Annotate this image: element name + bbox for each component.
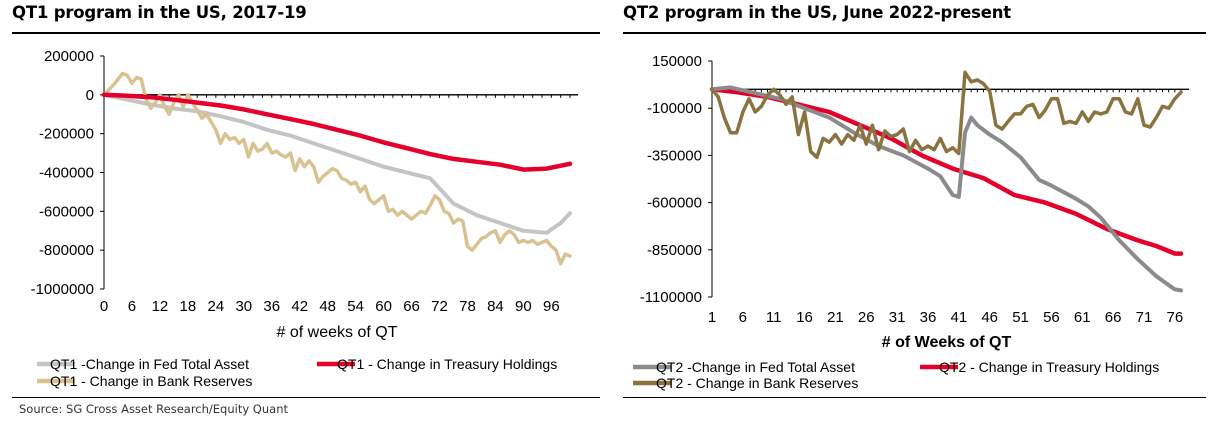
x-tick-label: 30	[235, 298, 252, 315]
y-tick-label: -400000	[39, 165, 94, 182]
chart-panel-qt1: QT1 program in the US, 2017-19 200000 0 -2…	[12, 0, 600, 400]
x-tick-label: 21	[827, 309, 844, 326]
x-tick-label: 36	[920, 309, 937, 326]
x-tick-label: 48	[319, 298, 336, 315]
source-note: Source: SG Cross Asset Research/Equity Q…	[19, 402, 288, 416]
legend-label: QT2 -Change in Fed Total Asset	[656, 359, 855, 375]
legend-label: QT1 - Change in Treasury Holdings	[337, 356, 557, 372]
x-tick-label: 54	[347, 298, 364, 315]
x-tick-label: 6	[128, 298, 136, 315]
y-tick-label: -850000	[647, 242, 702, 259]
x-tick-label: 36	[263, 298, 280, 315]
x-tick-label: 90	[515, 298, 532, 315]
x-tick-label: 61	[1074, 309, 1091, 326]
x-tick-label: 96	[543, 298, 560, 315]
legend-label: QT2 - Change in Bank Reserves	[656, 375, 858, 391]
x-tick-label: 76	[1166, 309, 1183, 326]
x-tick-label: 42	[291, 298, 308, 315]
x-tick-label: 11	[766, 309, 782, 326]
x-tick-label: 31	[889, 309, 906, 326]
title-divider	[12, 32, 600, 34]
series-line-3	[102, 71, 572, 266]
y-tick-label: -1100000	[640, 289, 702, 306]
chart-panel-qt2: QT2 program in the US, June 2022-present…	[623, 0, 1206, 400]
x-tick-label: 18	[180, 298, 197, 315]
x-tick-label: 16	[796, 309, 813, 326]
x-tick-label: 72	[431, 298, 448, 315]
y-tick-label: -100000	[647, 100, 702, 117]
x-tick-label: 41	[950, 309, 967, 326]
legend-label: QT2 - Change in Treasury Holdings	[939, 359, 1159, 375]
series-line-3	[710, 70, 1183, 160]
x-tick-label: 6	[739, 309, 747, 326]
x-tick-label: 60	[375, 298, 392, 315]
x-tick-label: 51	[1012, 309, 1029, 326]
series-line-1	[102, 92, 572, 235]
y-tick-label: -600000	[647, 195, 702, 212]
x-tick-label: 66	[1105, 309, 1122, 326]
x-tick-label: 66	[403, 298, 420, 315]
chart-title: QT1 program in the US, 2017-19	[12, 3, 307, 22]
x-tick-label: 84	[487, 298, 504, 315]
legend-label: QT1 - Change in Bank Reserves	[50, 373, 252, 389]
y-tick-label: -1000000	[31, 281, 94, 298]
x-tick-label: 1	[708, 309, 716, 326]
x-tick-label: 71	[1136, 309, 1153, 326]
x-tick-label: 24	[207, 298, 224, 315]
x-tick-label: 12	[152, 298, 169, 315]
title-divider	[623, 32, 1206, 34]
qt2-line-chart: 150000 -100000 -350000 -600000 -850000 -11000…	[633, 53, 1189, 391]
series-line-2	[101, 92, 573, 172]
series-line-1	[710, 85, 1183, 293]
y-tick-label: -200000	[39, 126, 94, 143]
x-tick-label: 26	[858, 309, 875, 326]
legend-label: QT1 -Change in Fed Total Asset	[50, 356, 249, 372]
x-tick-label: 78	[459, 298, 476, 315]
x-tick-label: 46	[981, 309, 998, 326]
y-tick-label: 150000	[652, 53, 702, 70]
bottom-divider	[12, 397, 600, 398]
x-tick-label: 56	[1043, 309, 1060, 326]
x-axis-title: # of Weeks of QT	[882, 334, 1012, 351]
chart-title: QT2 program in the US, June 2022-present	[623, 3, 1011, 22]
y-tick-label: -600000	[39, 203, 94, 220]
bottom-divider	[623, 397, 1206, 398]
y-tick-label: 0	[86, 87, 94, 104]
x-axis-title: # of weeks of QT	[277, 324, 398, 341]
qt1-line-chart: 200000 0 -200000 -400000 -600000 -800000 -1000…	[31, 48, 578, 389]
y-tick-label: -350000	[647, 147, 702, 164]
x-tick-label: 0	[100, 298, 108, 315]
y-tick-label: -800000	[39, 242, 94, 259]
y-tick-label: 200000	[44, 48, 94, 65]
